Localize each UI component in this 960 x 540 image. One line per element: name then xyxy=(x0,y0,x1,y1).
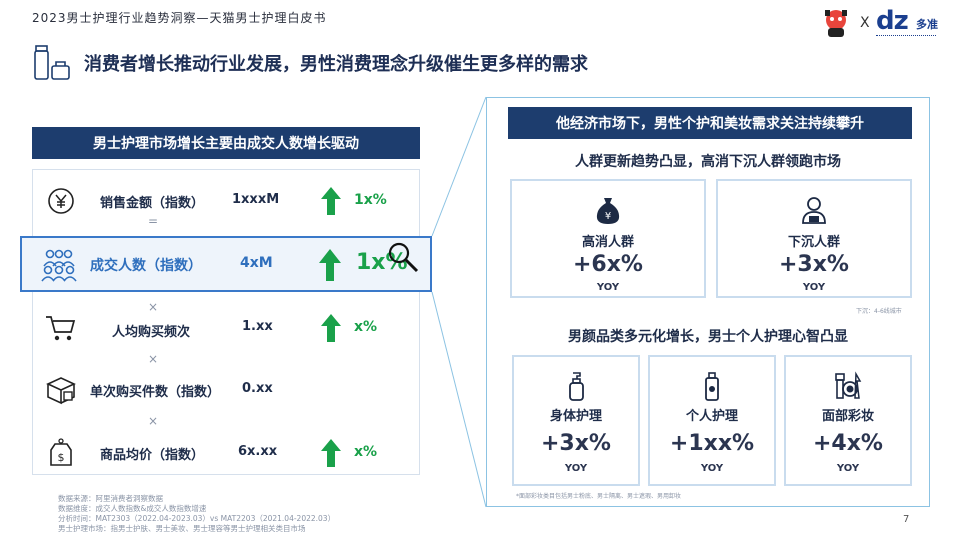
card-body-care: 身体护理 +3x% YOY xyxy=(512,355,640,486)
money-bag-icon: ¥ xyxy=(596,198,620,224)
duozhun-logo-text: 多准 xyxy=(916,18,938,31)
metric-row-sales: 销售金额（指数） 1xxxM 1x% xyxy=(32,176,420,226)
metric-label: 单次购买件数（指数） xyxy=(90,385,221,400)
up-arrow-icon xyxy=(321,187,341,215)
metric-value: 4xM xyxy=(240,255,273,271)
price-tag-icon: $ xyxy=(50,438,72,466)
metric-row-frequency: 人均购买频次 1.xx x% xyxy=(32,303,420,353)
card-personal-care: 个人护理 +1xx% YOY xyxy=(648,355,776,486)
yen-icon xyxy=(48,188,74,214)
card-yoy-label: YOY xyxy=(700,463,724,474)
footnote-source: 数据来源：阿里消费者洞察数据 xyxy=(58,494,163,503)
metric-label: 成交人数（指数） xyxy=(90,258,202,274)
card-growth-value: +3x% xyxy=(779,252,849,277)
card-name: 个人护理 xyxy=(685,409,738,424)
spray-bottle-icon xyxy=(705,372,719,401)
left-panel-header: 男士护理市场增长主要由成交人数增长驱动 xyxy=(32,127,420,159)
brand-logos: X dz 多准 xyxy=(816,6,946,40)
footnote-dimension: 数据维度：成交人数指数&成交人数指数增速 xyxy=(58,504,207,513)
makeup-category-note: *面部彩妆类目包括男士粉底、男士隔离、男士遮瑕、男用卸妆 xyxy=(516,493,682,500)
metric-growth: x% xyxy=(354,319,378,335)
multiply-operator: × xyxy=(148,414,159,428)
logo-underline xyxy=(876,35,936,37)
card-name: 下沉人群 xyxy=(787,235,840,250)
card-yoy-label: YOY xyxy=(596,282,620,293)
metric-value: 6x.xx xyxy=(238,444,278,459)
svg-text:$: $ xyxy=(58,451,65,464)
svg-text:¥: ¥ xyxy=(605,211,611,222)
magnifier-icon xyxy=(388,242,419,273)
card-high-spend-crowd: ¥ 高消人群 +6x% YOY xyxy=(510,179,706,298)
up-arrow-icon xyxy=(319,249,341,281)
box-icon xyxy=(46,377,76,405)
page-number: 7 xyxy=(903,514,910,525)
card-growth-value: +6x% xyxy=(573,252,643,277)
metric-label: 商品均价（指数） xyxy=(100,448,205,463)
metric-label: 销售金额（指数） xyxy=(100,196,205,211)
metric-growth: 1x% xyxy=(354,192,387,208)
metric-growth: x% xyxy=(354,444,378,460)
document-title: 2023男士护理行业趋势洞察—天猫男士护理白皮书 xyxy=(32,11,327,25)
equals-operator: = xyxy=(148,214,159,228)
card-name: 面部彩妆 xyxy=(821,409,874,424)
section-title-category: 男颜品类多元化增长，男士个人护理心智凸显 xyxy=(568,329,848,345)
footnote-definition: 男士护理市场：指男士护肤、男士美妆、男士理容等男士护理相关类目市场 xyxy=(58,524,306,533)
metrics-box xyxy=(32,169,420,475)
metric-label: 人均购买频次 xyxy=(112,325,191,340)
card-yoy-label: YOY xyxy=(564,463,588,474)
cart-icon xyxy=(46,316,76,341)
multiply-operator: × xyxy=(148,300,159,314)
footnote-period: 分析时间：MAT2303（2022.04-2023.03）vs MAT2203（… xyxy=(58,514,336,523)
metric-value: 0.xx xyxy=(242,381,273,396)
cosmetics-icon xyxy=(34,45,70,80)
lotion-bottle-icon xyxy=(569,372,584,401)
logo-separator: X xyxy=(860,15,870,31)
metric-row-items: 单次购买件数（指数） 0.xx xyxy=(32,365,420,415)
page-heading: 消费者增长推动行业发展，男性消费理念升级催生更多样的需求 xyxy=(84,54,588,75)
card-growth-value: +1xx% xyxy=(669,431,755,456)
metric-row-avg-price: $ 商品均价（指数） 6x.xx x% xyxy=(32,428,420,478)
up-arrow-icon xyxy=(321,439,341,467)
metric-row-buyers-highlight: 成交人数（指数） 4xM 1x% xyxy=(20,236,432,292)
up-arrow-icon xyxy=(321,314,341,342)
card-growth-value: +4x% xyxy=(813,431,883,456)
people-group-icon xyxy=(41,249,77,282)
card-face-makeup: 面部彩妆 +4x% YOY xyxy=(784,355,912,486)
person-badge-icon xyxy=(802,197,826,224)
makeup-icon xyxy=(835,371,862,399)
section-title-crowd: 人群更新趋势凸显，高消下沉人群领跑市场 xyxy=(575,154,841,170)
metric-value: 1.xx xyxy=(242,319,273,334)
card-yoy-label: YOY xyxy=(836,463,860,474)
right-panel-header: 他经济市场下，男性个护和美妆需求关注持续攀升 xyxy=(508,107,912,139)
metric-value: 1xxxM xyxy=(232,192,280,207)
card-name: 高消人群 xyxy=(581,235,634,250)
footnotes: 数据来源：阿里消费者洞察数据 数据维度：成交人数指数&成交人数指数增速 分析时间… xyxy=(58,494,335,534)
card-lower-tier-crowd: 下沉人群 +3x% YOY xyxy=(716,179,912,298)
tmall-cat-logo-icon xyxy=(825,10,847,37)
lower-tier-note: 下沉：4-6线城市 xyxy=(856,308,902,315)
dz-logo: dz xyxy=(876,6,909,36)
multiply-operator: × xyxy=(148,352,159,366)
card-name: 身体护理 xyxy=(549,409,602,424)
card-growth-value: +3x% xyxy=(541,431,611,456)
card-yoy-label: YOY xyxy=(802,282,826,293)
